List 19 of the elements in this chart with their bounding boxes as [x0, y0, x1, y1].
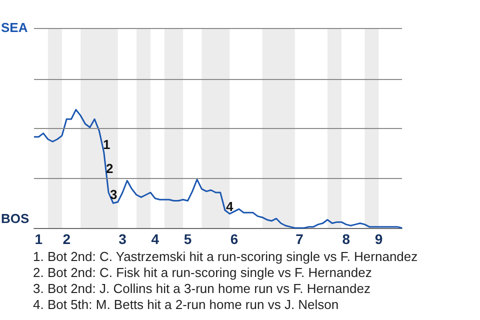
annotation: 3 [110, 187, 118, 202]
x-tick-label: 3 [118, 231, 127, 247]
annotation: 2 [106, 161, 114, 176]
x-tick-label: 1 [34, 231, 43, 247]
annotation: 4 [226, 199, 234, 214]
text: SEA [1, 20, 28, 35]
x-tick-label: 5 [184, 231, 192, 247]
text: BOS [1, 211, 30, 226]
x-tick-label: 7 [296, 231, 304, 247]
x-tick-label: 4 [151, 231, 160, 247]
text: 2. Bot 2nd: C. Fisk hit a run-scoring single vs F. Hernandez [33, 265, 372, 280]
x-tick-label: 8 [342, 231, 350, 247]
x-tick-label: 6 [230, 231, 238, 247]
text: 4. Bot 5th: M. Betts hit a 2-run home run vs J. Nelson [33, 297, 339, 312]
x-tick-label: 2 [62, 231, 71, 247]
annotation: 1 [103, 137, 110, 152]
text: 3. Bot 2nd: J. Collins hit a 3-run home run vs F. Hernandez [33, 281, 370, 296]
x-tick-label: 9 [374, 231, 383, 247]
text: 1. Bot 2nd: C. Yastrzemski hit a run-scoring single vs F. Hernandez [33, 249, 418, 264]
